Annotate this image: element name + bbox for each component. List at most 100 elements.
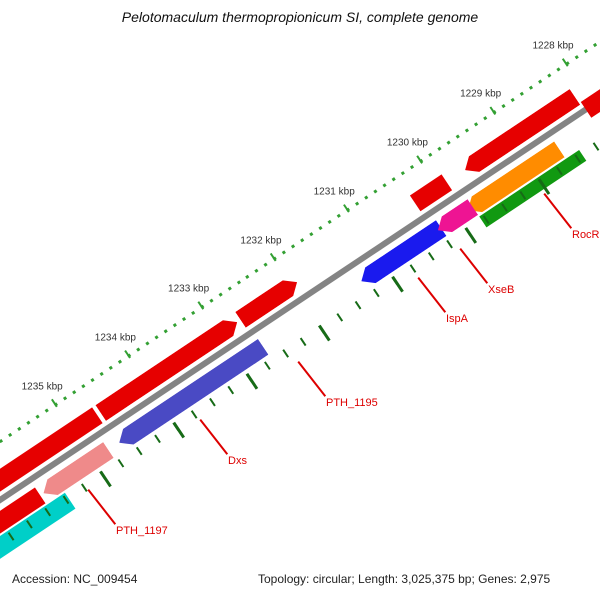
ruler-label: 1233 kbp bbox=[168, 283, 210, 295]
outer-minor-tick bbox=[154, 335, 159, 340]
outer-minor-tick bbox=[400, 171, 405, 176]
ruler-label: 1229 kbp bbox=[460, 88, 502, 100]
outer-minor-tick bbox=[190, 311, 195, 316]
outer-minor-tick bbox=[44, 408, 49, 413]
outer-minor-tick bbox=[546, 73, 552, 78]
outer-minor-tick bbox=[227, 286, 232, 291]
outer-minor-tick bbox=[145, 341, 150, 346]
ruler-label: 1230 kbp bbox=[386, 137, 428, 149]
ruler-label: 1228 kbp bbox=[532, 40, 574, 52]
gene-leader-line bbox=[199, 419, 229, 455]
outer-minor-tick bbox=[72, 390, 77, 395]
outer-minor-tick bbox=[163, 329, 168, 334]
gene-label-PTH_1195: PTH_1195 bbox=[326, 397, 378, 409]
gene-label-XseB: XseB bbox=[488, 284, 515, 296]
outer-minor-tick bbox=[464, 128, 469, 133]
outer-minor-tick bbox=[355, 201, 360, 206]
gene-label-RocR: RocR bbox=[572, 229, 600, 241]
ruler-label: 1232 kbp bbox=[240, 235, 282, 247]
outer-minor-tick bbox=[90, 378, 95, 383]
gene-leader-line bbox=[87, 489, 117, 525]
inner-major-tick bbox=[99, 470, 112, 488]
inner-minor-tick bbox=[592, 142, 600, 152]
gene-leader-line bbox=[297, 361, 327, 397]
outer-minor-tick bbox=[282, 250, 287, 255]
ruler-label: 1231 kbp bbox=[313, 186, 355, 198]
outer-minor-tick bbox=[0, 438, 4, 444]
outer-minor-tick bbox=[35, 414, 40, 419]
outer-minor-tick bbox=[300, 238, 305, 243]
outer-minor-tick bbox=[99, 371, 104, 377]
outer-minor-tick bbox=[574, 55, 579, 60]
status-bar: Accession: NC_009454 Topology: circular;… bbox=[0, 570, 600, 600]
inner-minor-tick bbox=[281, 349, 289, 358]
outer-minor-tick bbox=[309, 231, 314, 237]
outer-minor-tick bbox=[437, 146, 442, 151]
inner-minor-tick bbox=[354, 300, 362, 310]
inner-minor-tick bbox=[336, 312, 344, 322]
outer-minor-tick bbox=[218, 292, 223, 297]
outer-minor-tick bbox=[382, 183, 387, 188]
inner-major-tick bbox=[318, 324, 331, 342]
inner-minor-tick bbox=[263, 361, 271, 371]
outer-minor-tick bbox=[26, 420, 31, 425]
outer-minor-tick bbox=[391, 177, 396, 182]
outer-minor-tick bbox=[583, 49, 588, 54]
inner-minor-tick bbox=[117, 458, 125, 468]
outer-minor-tick bbox=[245, 274, 250, 279]
inner-minor-tick bbox=[300, 337, 307, 346]
gene-label-PTH_1197: PTH_1197 bbox=[116, 525, 168, 537]
outer-minor-tick bbox=[446, 140, 451, 145]
outer-minor-tick bbox=[291, 244, 296, 249]
outer-minor-tick bbox=[108, 365, 113, 371]
outer-minor-tick bbox=[364, 195, 369, 200]
outer-minor-tick bbox=[236, 280, 241, 285]
outer-minor-tick bbox=[409, 164, 415, 170]
gene-leader-line bbox=[417, 277, 447, 313]
genome-title: Pelotomaculum thermopropionicum SI, comp… bbox=[121, 9, 479, 25]
outer-minor-tick bbox=[181, 317, 186, 322]
inner-minor-tick bbox=[208, 398, 216, 407]
outer-minor-tick bbox=[336, 213, 342, 218]
ruler-label: 1234 kbp bbox=[94, 332, 136, 344]
outer-minor-tick bbox=[373, 189, 378, 194]
inner-minor-tick bbox=[135, 446, 143, 456]
inner-minor-tick bbox=[81, 483, 88, 492]
inner-major-tick bbox=[172, 421, 185, 439]
gene-leader-line bbox=[459, 248, 489, 284]
inner-major-tick bbox=[464, 227, 478, 244]
outer-minor-tick bbox=[482, 116, 488, 121]
gene-leader-line bbox=[543, 193, 573, 229]
inner-minor-tick bbox=[190, 410, 198, 419]
outer-minor-tick bbox=[117, 359, 122, 364]
outer-minor-tick bbox=[556, 67, 561, 72]
outer-minor-tick bbox=[537, 79, 542, 84]
gene-label-Dxs: Dxs bbox=[228, 455, 247, 467]
outer-minor-tick bbox=[455, 134, 460, 139]
outer-minor-tick bbox=[528, 85, 533, 90]
outer-minor-tick bbox=[135, 347, 141, 352]
outer-minor-tick bbox=[81, 384, 86, 389]
inner-minor-tick bbox=[227, 385, 234, 395]
inner-major-tick bbox=[245, 372, 259, 390]
inner-minor-tick bbox=[154, 434, 161, 444]
outer-minor-tick bbox=[172, 323, 177, 328]
outer-minor-tick bbox=[428, 152, 433, 157]
outer-minor-tick bbox=[263, 262, 268, 267]
outer-minor-tick bbox=[473, 122, 479, 127]
outer-minor-tick bbox=[592, 43, 597, 48]
ruler-label: 1235 kbp bbox=[21, 381, 63, 393]
outer-minor-tick bbox=[62, 396, 68, 401]
accession-text: Accession: NC_009454 bbox=[12, 572, 138, 586]
inner-minor-tick bbox=[446, 239, 453, 249]
outer-minor-tick bbox=[501, 104, 506, 109]
outer-minor-tick bbox=[254, 268, 259, 273]
outer-minor-tick bbox=[209, 298, 214, 304]
inner-major-tick bbox=[391, 275, 404, 293]
outer-minor-tick bbox=[17, 426, 22, 431]
outer-minor-tick bbox=[327, 219, 332, 224]
inner-minor-tick bbox=[428, 251, 435, 261]
outer-minor-tick bbox=[318, 225, 323, 230]
outer-minor-tick bbox=[510, 97, 515, 103]
